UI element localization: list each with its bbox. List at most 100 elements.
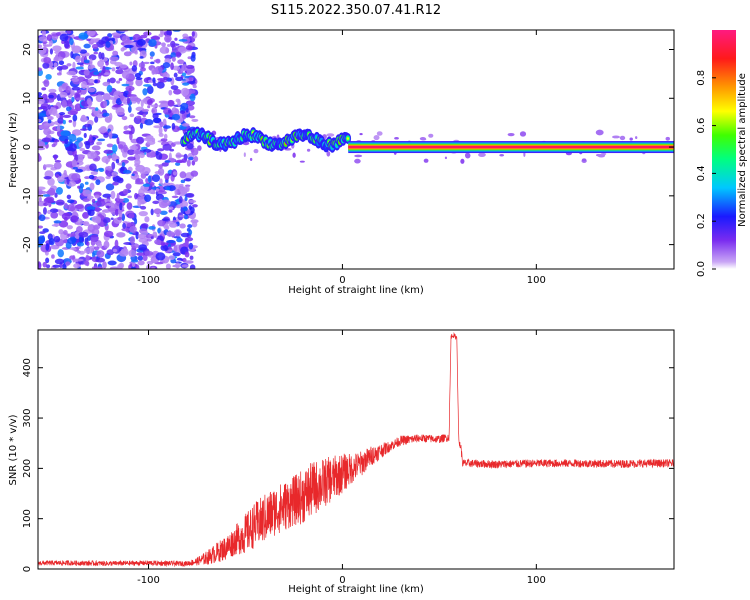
noise-speckle xyxy=(186,159,191,167)
noise-speckle xyxy=(65,261,71,266)
noise-speckle xyxy=(38,153,41,162)
noise-speckle xyxy=(116,177,124,184)
noise-speckle xyxy=(67,199,75,204)
spectrogram-xtick-label: 0 xyxy=(339,275,345,286)
noise-speckle xyxy=(82,221,87,225)
snr-ytick-label: 100 xyxy=(22,509,33,528)
noise-speckle xyxy=(595,129,604,136)
noise-speckle xyxy=(83,69,90,76)
noise-speckle xyxy=(180,179,186,184)
noise-speckle xyxy=(88,106,96,110)
spectrogram-ytick-label: 0 xyxy=(22,144,33,150)
noise-speckle xyxy=(153,125,163,129)
noise-speckle xyxy=(47,116,54,121)
noise-speckle xyxy=(161,199,171,207)
noise-speckle xyxy=(134,264,140,269)
noise-speckle xyxy=(173,141,183,145)
noise-speckle xyxy=(158,132,164,137)
noise-speckle xyxy=(131,266,136,269)
noise-speckle xyxy=(38,214,46,222)
noise-speckle xyxy=(163,133,168,140)
noise-speckle xyxy=(38,261,42,269)
noise-speckle xyxy=(95,179,101,186)
noise-speckle xyxy=(161,42,166,47)
noise-speckle xyxy=(146,85,154,95)
snr-ytick-label: 300 xyxy=(22,409,33,428)
noise-speckle xyxy=(164,160,171,163)
noise-speckle xyxy=(38,97,45,105)
noise-speckle xyxy=(150,104,159,108)
noise-speckle xyxy=(120,47,125,52)
noise-speckle xyxy=(83,132,87,138)
noise-speckle xyxy=(158,100,169,104)
noise-speckle xyxy=(47,177,55,186)
noise-speckle xyxy=(48,187,56,196)
noise-speckle xyxy=(59,114,64,120)
noise-speckle xyxy=(519,131,527,137)
noise-speckle xyxy=(117,112,125,115)
noise-speckle xyxy=(85,141,91,150)
noise-speckle xyxy=(612,135,620,139)
noise-speckle xyxy=(143,84,152,87)
noise-speckle xyxy=(142,254,148,262)
noise-speckle xyxy=(137,116,142,119)
noise-speckle xyxy=(152,200,160,205)
noise-speckle xyxy=(147,175,152,183)
noise-speckle xyxy=(57,117,64,124)
noise-speckle xyxy=(66,225,73,230)
noise-speckle xyxy=(90,239,96,246)
noise-speckle xyxy=(102,93,111,101)
noise-speckle xyxy=(144,119,154,126)
noise-speckle xyxy=(60,130,70,137)
noise-speckle xyxy=(114,91,123,96)
noise-speckle xyxy=(149,56,154,60)
noise-speckle xyxy=(45,264,51,269)
noise-speckle xyxy=(38,225,44,229)
noise-speckle xyxy=(109,96,115,100)
noise-speckle xyxy=(102,81,111,87)
noise-speckle xyxy=(63,169,67,176)
noise-speckle xyxy=(122,188,129,195)
noise-speckle xyxy=(373,135,380,141)
noise-speckle xyxy=(96,199,106,207)
noise-speckle xyxy=(150,61,155,65)
noise-speckle xyxy=(82,211,89,219)
noise-speckle xyxy=(665,136,670,141)
noise-speckle xyxy=(160,244,169,251)
noise-speckle xyxy=(142,88,148,96)
snr-panel: -100 0 100 0 100 200 300 400 Height of straight… xyxy=(8,329,675,595)
noise-speckle xyxy=(179,171,187,179)
noise-speckle xyxy=(82,198,90,203)
noise-speckle xyxy=(38,186,46,191)
noise-speckle xyxy=(179,187,188,195)
noise-speckle xyxy=(243,152,246,158)
noise-speckle xyxy=(172,65,181,71)
noise-speckle xyxy=(146,140,156,145)
snr-frame xyxy=(37,329,675,570)
noise-speckle xyxy=(105,202,113,207)
snr-ytick-label: 0 xyxy=(22,566,33,572)
noise-speckle xyxy=(71,75,78,78)
noise-speckle xyxy=(151,107,158,115)
colorbar: 0.0 0.2 0.4 0.6 0.8 Normalized spectral ampl… xyxy=(696,30,748,277)
noise-speckle xyxy=(91,145,101,151)
noise-speckle xyxy=(139,169,145,174)
noise-speckle xyxy=(66,70,77,76)
noise-speckle xyxy=(253,148,259,154)
noise-speckle xyxy=(57,176,65,183)
noise-speckle xyxy=(165,263,171,269)
noise-speckle xyxy=(140,231,149,236)
noise-speckle xyxy=(115,66,120,70)
noise-speckle xyxy=(183,178,192,182)
noise-speckle xyxy=(249,157,253,162)
noise-speckle xyxy=(49,48,54,55)
noise-speckle xyxy=(79,147,86,152)
noise-speckle xyxy=(149,51,155,57)
noise-speckle xyxy=(105,183,115,191)
noise-speckle xyxy=(123,125,129,130)
noise-speckle xyxy=(41,87,47,91)
noise-speckle xyxy=(184,196,188,202)
noise-speckle xyxy=(69,255,76,260)
noise-speckle xyxy=(167,99,175,107)
noise-speckle xyxy=(72,114,78,122)
